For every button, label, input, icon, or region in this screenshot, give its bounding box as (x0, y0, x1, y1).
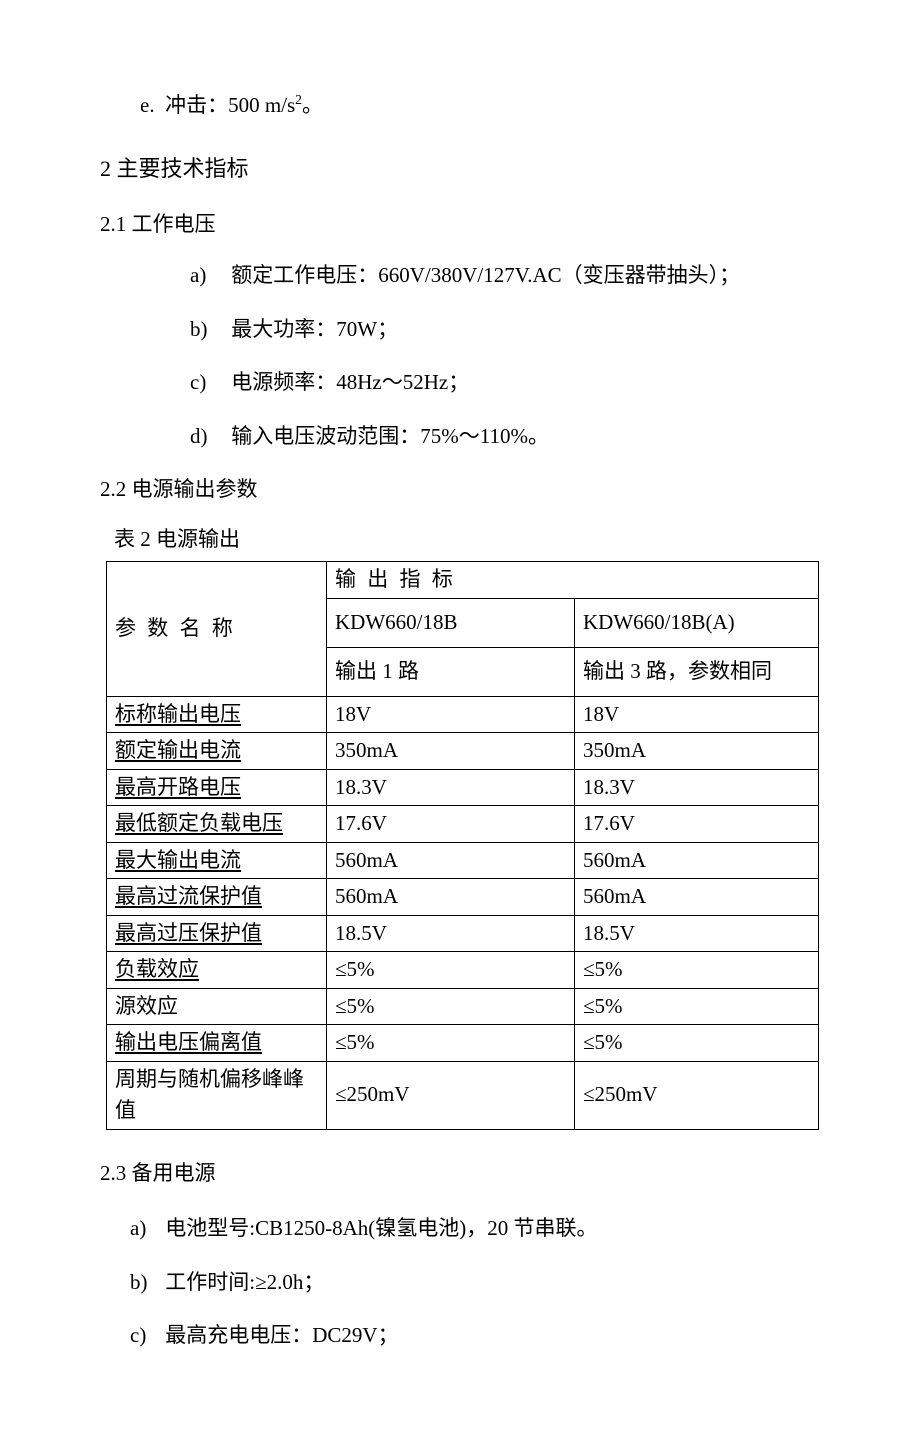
list-item: c) 最高充电电压：DC29V； (130, 1320, 825, 1352)
item-text: 输入电压波动范围：75%～110%。 (231, 424, 549, 448)
list-item: d) 输入电压波动范围：75%～110%。 (190, 421, 825, 453)
value-cell-a: ≤5% (327, 952, 575, 989)
value-cell-b: 350mA (575, 733, 819, 770)
out-b: 输出 3 路，参数相同 (575, 647, 819, 696)
section-2-1-list: a) 额定工作电压：660V/380V/127V.AC（变压器带抽头）； b) … (190, 260, 825, 452)
value-cell-a: ≤5% (327, 988, 575, 1025)
param-cell: 最大输出电流 (107, 842, 327, 879)
list-item: b) 工作时间:≥2.0h； (130, 1267, 825, 1299)
item-text: 工作时间:≥2.0h； (165, 1270, 324, 1294)
section-2-1-title: 2.1 工作电压 (100, 209, 825, 241)
value-cell-a: 350mA (327, 733, 575, 770)
list-item: a) 电池型号:CB1250-8Ah(镍氢电池)，20 节串联。 (130, 1213, 825, 1245)
list-item: a) 额定工作电压：660V/380V/127V.AC（变压器带抽头）； (190, 260, 825, 292)
value-cell-a: 18.5V (327, 915, 575, 952)
item-text: 电源频率：48Hz～52Hz； (231, 370, 469, 394)
param-cell: 最高过流保护值 (107, 879, 327, 916)
value-cell-b: ≤5% (575, 952, 819, 989)
model-b: KDW660/18B(A) (575, 598, 819, 647)
item-letter: c) (190, 367, 226, 399)
param-cell: 最高过压保护值 (107, 915, 327, 952)
item-text: 额定工作电压：660V/380V/127V.AC（变压器带抽头）； (231, 263, 740, 287)
list-item: c) 电源频率：48Hz～52Hz； (190, 367, 825, 399)
model-a: KDW660/18B (327, 598, 575, 647)
param-cell: 负载效应 (107, 952, 327, 989)
section-2-title: 2 主要技术指标 (100, 152, 825, 185)
power-output-table: 参 数 名 称 输 出 指 标 KDW660/18B KDW660/18B(A)… (106, 561, 819, 1130)
item-text: 电池型号:CB1250-8Ah(镍氢电池)，20 节串联。 (165, 1216, 597, 1240)
param-cell: 源效应 (107, 988, 327, 1025)
param-cell: 标称输出电压 (107, 696, 327, 733)
item-letter: b) (130, 1267, 160, 1299)
value-cell-b: ≤5% (575, 988, 819, 1025)
value-cell-b: 18.3V (575, 769, 819, 806)
value-cell-b: ≤5% (575, 1025, 819, 1062)
section-2-3-list: a) 电池型号:CB1250-8Ah(镍氢电池)，20 节串联。 b) 工作时间… (130, 1213, 825, 1352)
out-a: 输出 1 路 (327, 647, 575, 696)
document-page: e. 冲击：500 m/s2。 2 主要技术指标 2.1 工作电压 a) 额定工… (0, 0, 920, 1434)
section-2-2-title: 2.2 电源输出参数 (100, 474, 825, 506)
value-cell-a: ≤5% (327, 1025, 575, 1062)
item-letter: c) (130, 1320, 160, 1352)
param-cell: 额定输出电流 (107, 733, 327, 770)
value-cell-a: ≤250mV (327, 1061, 575, 1129)
item-letter: a) (130, 1213, 160, 1245)
item-text: 最大功率：70W； (231, 317, 398, 341)
value-cell-a: 560mA (327, 842, 575, 879)
value-cell-a: 17.6V (327, 806, 575, 843)
item-e-shock: e. 冲击：500 m/s2。 (140, 90, 825, 122)
param-header: 参 数 名 称 (107, 562, 327, 697)
param-cell: 最高开路电压 (107, 769, 327, 806)
value-cell-b: ≤250mV (575, 1061, 819, 1129)
value-cell-b: 17.6V (575, 806, 819, 843)
list-item: b) 最大功率：70W； (190, 314, 825, 346)
value-cell-b: 18.5V (575, 915, 819, 952)
section-2-3-title: 2.3 备用电源 (100, 1158, 825, 1190)
value-cell-a: 560mA (327, 879, 575, 916)
value-cell-a: 18V (327, 696, 575, 733)
value-cell-b: 560mA (575, 879, 819, 916)
item-letter: a) (190, 260, 226, 292)
item-text: 最高充电电压：DC29V； (165, 1323, 398, 1347)
value-cell-a: 18.3V (327, 769, 575, 806)
param-cell: 最低额定负载电压 (107, 806, 327, 843)
value-cell-b: 18V (575, 696, 819, 733)
param-cell: 输出电压偏离值 (107, 1025, 327, 1062)
value-cell-b: 560mA (575, 842, 819, 879)
table-2-caption: 表 2 电源输出 (114, 524, 825, 556)
item-letter: d) (190, 421, 226, 453)
output-header: 输 出 指 标 (327, 562, 819, 599)
param-cell: 周期与随机偏移峰峰值 (107, 1061, 327, 1129)
item-letter: b) (190, 314, 226, 346)
